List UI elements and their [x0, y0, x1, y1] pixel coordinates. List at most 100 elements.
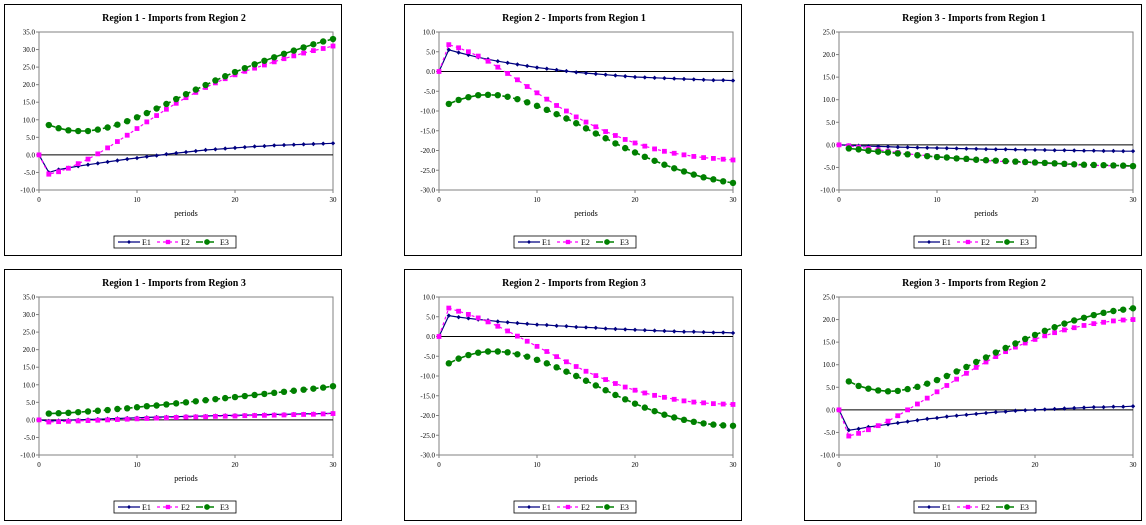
data-point — [445, 100, 452, 108]
data-point — [115, 417, 120, 422]
data-point — [564, 324, 569, 329]
data-point — [1023, 147, 1028, 153]
data-point — [153, 402, 160, 409]
data-point — [954, 376, 959, 382]
data-point — [1032, 407, 1038, 413]
data-point — [710, 421, 717, 428]
data-point — [865, 147, 872, 154]
x-tick-label: 20 — [632, 461, 640, 469]
data-point — [651, 157, 658, 164]
data-point — [456, 45, 461, 51]
data-point — [982, 354, 990, 361]
data-point — [95, 417, 101, 423]
data-point — [583, 119, 589, 125]
data-point — [1062, 148, 1067, 153]
x-tick-label: 0 — [837, 461, 841, 469]
y-tick-label: -15.0 — [420, 392, 435, 400]
data-point — [94, 126, 102, 133]
data-point — [582, 125, 590, 132]
data-point — [515, 77, 520, 83]
y-tick-label: 15.0 — [23, 99, 36, 107]
data-point — [1130, 148, 1136, 154]
y-tick-label: -5.0 — [824, 164, 836, 172]
data-point — [652, 328, 657, 333]
data-point — [543, 106, 550, 114]
data-point — [993, 409, 998, 415]
data-point — [641, 153, 648, 161]
data-point — [691, 399, 697, 405]
data-point — [280, 50, 288, 57]
data-point — [1061, 160, 1068, 168]
data-point — [56, 419, 61, 425]
data-point — [85, 156, 91, 162]
data-point — [1130, 317, 1136, 322]
legend-marker — [927, 505, 931, 509]
data-point — [320, 46, 326, 51]
data-point — [202, 81, 209, 89]
data-point — [1100, 161, 1107, 169]
data-point — [554, 103, 559, 108]
data-point — [495, 323, 501, 329]
data-point — [721, 330, 726, 335]
data-point — [311, 48, 316, 54]
data-point — [1031, 159, 1039, 166]
data-point — [164, 151, 169, 157]
data-point — [954, 146, 959, 151]
x-axis-label: periods — [974, 474, 998, 483]
y-tick-label: -10.0 — [20, 452, 35, 460]
y-tick-label: -15.0 — [420, 127, 435, 135]
data-point — [661, 161, 668, 168]
data-point — [982, 157, 990, 164]
data-point — [213, 147, 218, 152]
series-e1 — [436, 313, 736, 339]
series-line — [848, 307, 1134, 393]
y-tick-label: 10.0 — [823, 96, 836, 104]
data-point — [632, 327, 638, 332]
series-line — [48, 385, 334, 415]
data-point — [251, 391, 258, 399]
y-tick-label: 25.0 — [823, 29, 836, 37]
data-point — [124, 405, 131, 412]
data-point — [553, 364, 560, 371]
data-point — [183, 149, 189, 155]
series-e2 — [436, 305, 736, 407]
data-point — [631, 149, 639, 156]
data-point — [993, 147, 998, 152]
data-point — [125, 156, 130, 162]
data-point — [602, 135, 609, 142]
x-axis-label: periods — [574, 209, 598, 218]
data-point — [1111, 148, 1116, 154]
data-point — [134, 155, 140, 161]
data-point — [75, 418, 81, 424]
y-tick-label: 15.0 — [23, 364, 36, 372]
data-point — [455, 96, 462, 104]
data-point — [290, 47, 297, 54]
data-point — [144, 119, 150, 125]
data-point — [1031, 331, 1039, 339]
series-line — [838, 319, 1134, 437]
legend-marker — [527, 240, 531, 244]
data-point — [466, 316, 471, 321]
x-tick-label: 30 — [730, 196, 738, 204]
data-point — [262, 412, 267, 418]
data-point — [895, 420, 900, 426]
data-point — [895, 413, 901, 419]
data-point — [1129, 305, 1137, 312]
data-point — [281, 56, 287, 62]
data-point — [729, 179, 737, 187]
x-tick-label: 20 — [1032, 461, 1040, 469]
data-point — [66, 418, 71, 424]
data-point — [534, 65, 540, 70]
series-line — [38, 142, 334, 174]
data-point — [533, 102, 541, 110]
data-point — [262, 62, 267, 68]
series-e1 — [836, 142, 1136, 154]
plot-frame — [38, 31, 334, 191]
data-point — [182, 399, 190, 406]
data-point — [465, 93, 472, 101]
data-point — [105, 159, 110, 165]
data-point — [711, 330, 716, 335]
y-tick-label: 0.0 — [26, 416, 35, 424]
data-point — [593, 71, 598, 77]
data-point — [330, 141, 336, 146]
